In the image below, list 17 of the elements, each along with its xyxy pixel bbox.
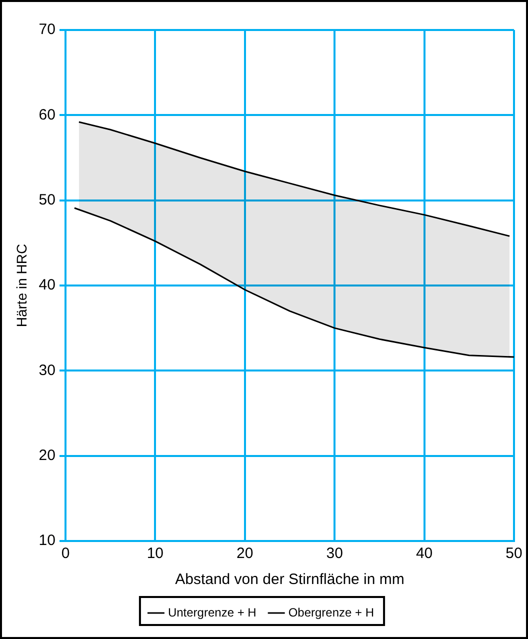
y-tick-label: 30 — [38, 362, 56, 379]
x-tick-label: 10 — [146, 545, 164, 562]
x-tick-label: 0 — [61, 545, 70, 562]
y-tick-label: 70 — [38, 21, 56, 38]
x-tick-label: 40 — [416, 545, 433, 562]
legend-label: Untergrenze + H — [168, 605, 256, 620]
y-tick-label: 50 — [38, 191, 56, 208]
legend-label: Obergrenze + H — [288, 605, 374, 620]
x-tick-label: 20 — [236, 545, 254, 562]
x-tick-label: 30 — [326, 545, 343, 562]
y-tick-label: 20 — [38, 446, 56, 464]
y-axis-title: Härte in HRC — [13, 244, 30, 328]
x-axis-title: Abstand von der Stirnfläche in mm — [175, 571, 404, 588]
y-tick-label: 60 — [38, 106, 56, 124]
x-tick-label: 50 — [506, 545, 522, 562]
y-tick-label: 10 — [38, 532, 56, 550]
y-tick-label: 40 — [38, 276, 56, 294]
